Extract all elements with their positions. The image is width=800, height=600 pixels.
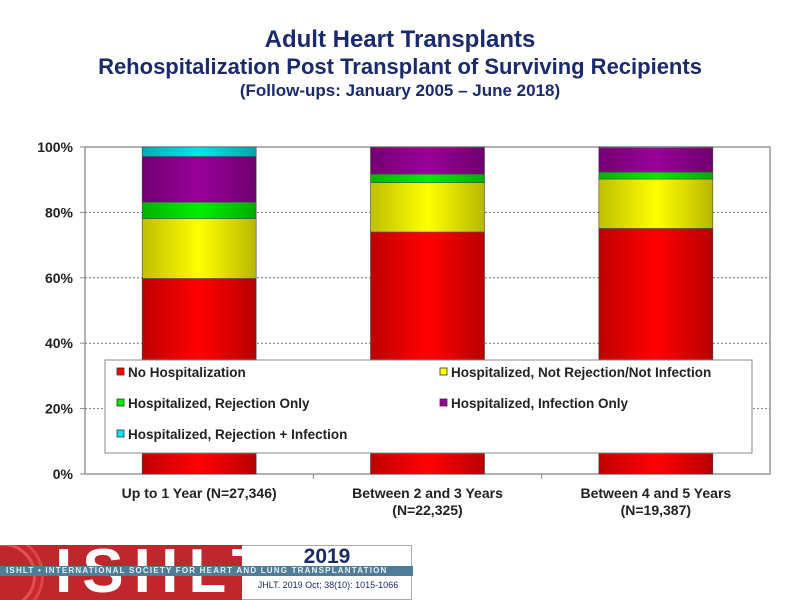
y-tick-label: 100% [37,139,73,155]
legend-swatch [116,398,125,407]
stacked-bar-chart: 0% 20% 40% 60% 80% 100% Up to 1 Year (N=27,346… [37,139,771,518]
bar-segment-shading [598,147,713,173]
bar-segment-shading [370,182,485,233]
x-tick-label: (N=22,325) [392,502,462,518]
bar-segment-shading [370,174,485,183]
x-tick-label: (N=19,387) [621,502,691,518]
x-tick-label: Between 4 and 5 Years [580,485,731,501]
footer-year: 2019 [303,545,351,568]
bar-segment-shading [142,202,257,219]
footer-society-band: ISHLT • INTERNATIONAL SOCIETY FOR HEART … [0,566,413,576]
bar-segment-shading [598,179,713,229]
bar-segment-shading [142,218,257,279]
legend-label: Hospitalized, Rejection + Infection [128,427,347,442]
legend-label: Hospitalized, Not Rejection/Not Infectio… [451,365,711,380]
ishlt-footer-logo: ISHLT 2019 ISHLT • INTERNATIONAL SOCIETY… [0,545,413,600]
x-tick-label: Between 2 and 3 Years [352,485,503,501]
footer-citation: JHLT. 2019 Oct; 38(10): 1015-1066 [257,580,399,590]
legend-box [104,359,753,454]
chart-date-range: (Follow-ups: January 2005 – June 2018) [239,81,561,100]
bar-segment-shading [598,172,713,180]
legend-label: Hospitalized, Infection Only [451,396,629,411]
legend-swatch [439,367,448,376]
legend-label: Hospitalized, Rejection Only [128,396,310,411]
legend-swatch [116,367,125,376]
bar-segment-shading [370,147,485,148]
bar-segment-shading [598,147,713,148]
legend-label: No Hospitalization [128,365,246,380]
y-tick-label: 80% [45,204,74,220]
y-tick-label: 40% [45,335,74,351]
legend-swatch [116,429,125,438]
chart-titles: Adult Heart Transplants Rehospitalizatio… [0,26,800,102]
chart-title: Adult Heart Transplants [264,26,536,53]
x-tick-label: Up to 1 Year (N=27,346) [122,485,277,501]
y-tick-label: 0% [53,466,74,482]
y-tick-label: 20% [45,401,74,417]
bar-segment-shading [370,147,485,175]
bar-segment-shading [142,156,257,203]
bar-segment-shading [142,147,257,157]
chart-subtitle: Rehospitalization Post Transplant of Sur… [98,54,702,79]
legend-swatch [439,398,448,407]
y-tick-label: 60% [45,270,74,286]
